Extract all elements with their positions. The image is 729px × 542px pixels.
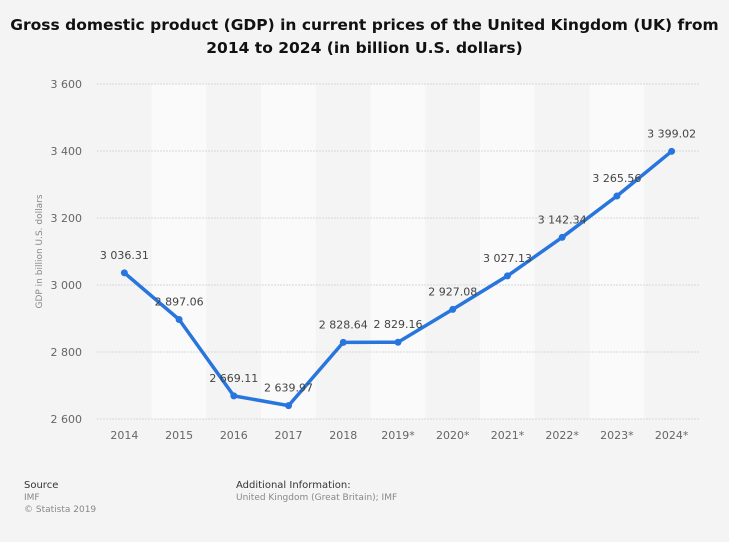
column-band <box>370 84 426 419</box>
data-label: 3 399.02 <box>647 127 696 140</box>
y-tick-label: 3 200 <box>51 212 83 225</box>
x-tick-label: 2017 <box>275 429 303 442</box>
data-label: 2 828.64 <box>319 318 368 331</box>
data-point <box>120 269 128 277</box>
x-tick-label: 2016 <box>220 429 248 442</box>
column-band <box>315 84 371 419</box>
y-axis-label: GDP in billion U.S. dollars <box>35 194 45 308</box>
column-band <box>97 84 152 419</box>
column-band <box>261 84 316 419</box>
data-point <box>558 233 566 241</box>
data-label: 2 927.08 <box>428 285 477 298</box>
x-tick-label: 2021* <box>491 429 525 442</box>
x-tick-label: 2015 <box>165 429 193 442</box>
y-tick-label: 3 400 <box>51 145 83 158</box>
source-text: IMF <box>24 493 40 503</box>
data-label: 2 829.16 <box>374 318 423 331</box>
data-label: 2 897.06 <box>155 295 204 308</box>
x-tick-label: 2024* <box>655 429 689 442</box>
data-label: 3 142.34 <box>538 213 587 226</box>
chart-title: Gross domestic product (GDP) in current … <box>10 16 719 57</box>
y-tick-label: 3 600 <box>51 78 83 91</box>
data-point <box>668 147 676 155</box>
data-point <box>230 392 238 400</box>
x-tick-label: 2014 <box>110 429 138 442</box>
data-point <box>449 305 457 313</box>
y-tick-label: 2 800 <box>51 346 83 359</box>
x-tick-label: 2022* <box>545 429 579 442</box>
data-point <box>503 272 511 280</box>
data-label: 3 036.31 <box>100 249 149 262</box>
data-label: 3 027.13 <box>483 252 532 265</box>
data-point <box>613 192 621 200</box>
source-block: Source IMF © Statista 2019 <box>24 480 96 516</box>
x-tick-label: 2019* <box>381 429 415 442</box>
data-label: 3 265.56 <box>592 172 641 185</box>
source-heading: Source <box>24 480 59 491</box>
x-tick-label: 2018 <box>329 429 357 442</box>
copyright-text: © Statista 2019 <box>24 505 97 515</box>
column-band <box>480 84 535 419</box>
column-band <box>206 84 262 419</box>
y-tick-label: 2 600 <box>51 413 83 426</box>
additional-info-block: Additional Information: United Kingdom (… <box>236 480 397 504</box>
data-point <box>394 338 402 346</box>
column-band <box>425 84 481 419</box>
column-band <box>644 84 699 419</box>
data-label: 2 669.11 <box>209 372 258 385</box>
info-text: United Kingdom (Great Britain); IMF <box>236 493 398 503</box>
data-label: 2 639.97 <box>264 382 313 395</box>
data-point <box>175 315 183 323</box>
data-point <box>339 338 347 346</box>
column-band <box>151 84 207 419</box>
x-tick-label: 2020* <box>436 429 470 442</box>
y-tick-label: 3 000 <box>51 279 83 292</box>
data-point <box>285 402 293 410</box>
info-heading: Additional Information: <box>236 480 351 491</box>
column-band <box>589 84 645 419</box>
x-tick-label: 2023* <box>600 429 634 442</box>
